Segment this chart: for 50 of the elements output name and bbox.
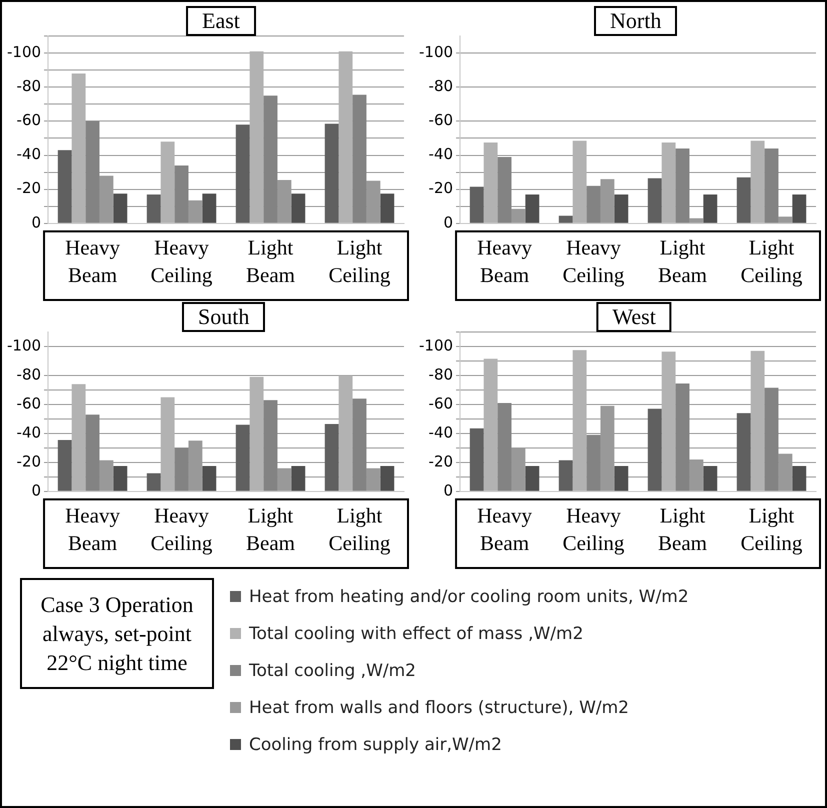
x-tick-label: Heavy Ceiling: [562, 236, 625, 287]
x-tick-label: Heavy Beam: [477, 236, 532, 287]
x-tick-label: Light Beam: [658, 236, 708, 287]
x-tick-label: Light Ceiling: [328, 236, 391, 287]
x-tick-label: Light Beam: [246, 504, 296, 555]
legend-label: Heat from walls and floors (structure), W/m2: [249, 698, 630, 718]
legend-label: Heat from heating and/or cooling room units, W/m2: [249, 586, 689, 606]
x-tick-label: Light Ceiling: [740, 504, 803, 555]
y-tick-label: -60: [16, 111, 42, 130]
x-tick-label: Heavy Ceiling: [562, 504, 625, 555]
y-tick-label: 0: [31, 481, 42, 500]
y-tick-label: 0: [443, 213, 454, 232]
x-tick-label: Light Ceiling: [328, 504, 391, 555]
chart-title: West: [596, 302, 672, 332]
y-tick-label: -20: [16, 452, 42, 470]
y-tick-label: 0: [443, 481, 454, 500]
text: Case 3 Operation always, set-point 22°C night time: [20, 578, 214, 689]
y-tick-label: -20: [16, 179, 42, 198]
chart-title: North: [594, 6, 678, 36]
y-tick-label: -40: [16, 423, 42, 442]
y-tick-label: -80: [428, 77, 454, 95]
y-tick-label: -80: [16, 365, 42, 384]
y-tick-label: -100: [6, 336, 42, 354]
chart-title: South: [182, 302, 266, 332]
y-tick-label: -80: [16, 77, 42, 95]
x-tick-label: Heavy Ceiling: [150, 504, 213, 555]
y-tick-label: 0: [31, 213, 42, 232]
y-tick-label: -20: [428, 179, 454, 198]
y-tick-label: -20: [428, 452, 454, 470]
x-tick-label: Light Ceiling: [740, 236, 803, 287]
chart-title: East: [186, 6, 256, 36]
x-tick-label: Heavy Beam: [477, 504, 532, 555]
y-tick-label: -100: [418, 336, 454, 354]
y-tick-label: -40: [428, 145, 454, 164]
x-tick-label: Light Beam: [246, 236, 296, 287]
y-tick-label: -40: [16, 145, 42, 164]
y-tick-label: -60: [428, 111, 454, 130]
x-tick-label: Light Beam: [658, 504, 708, 555]
x-tick-label: Heavy Ceiling: [150, 236, 213, 287]
y-tick-label: -40: [428, 423, 454, 442]
y-tick-label: -100: [6, 42, 42, 61]
x-tick-label: Heavy Beam: [65, 236, 120, 287]
y-tick-label: -60: [428, 394, 454, 412]
x-tick-label: Heavy Beam: [65, 504, 120, 555]
y-tick-label: -60: [16, 394, 42, 412]
y-tick-label: -80: [428, 365, 454, 384]
legend-label: Cooling from supply air,W/m2: [249, 734, 502, 754]
y-tick-label: -100: [418, 42, 454, 61]
legend-label: Total cooling with effect of mass ,W/m2: [249, 624, 584, 644]
legend-label: Total cooling ,W/m2: [249, 660, 416, 680]
